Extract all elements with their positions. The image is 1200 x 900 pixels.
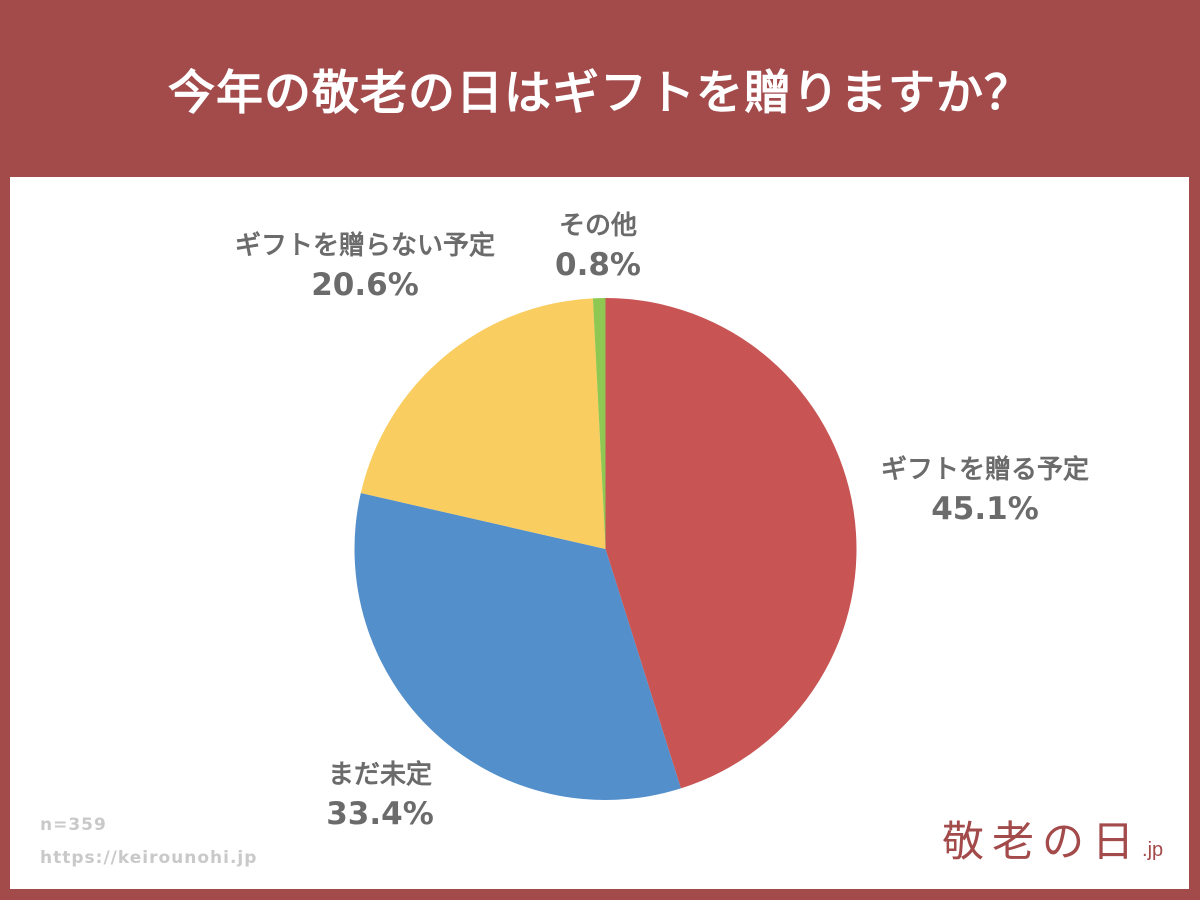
label-name: その他: [558, 211, 637, 241]
logo-tld: .jp: [1142, 839, 1164, 861]
pie-slice: [360, 298, 606, 549]
label-percent: 45.1%: [931, 491, 1039, 527]
label-no-gift: ギフトを贈らない予定 20.6%: [210, 228, 520, 306]
logo-text: 敬老の日: [942, 817, 1143, 866]
pie-slice: [605, 298, 857, 789]
chart-title: 今年の敬老の日はギフトを贈りますか？: [168, 66, 1032, 121]
label-percent: 0.8%: [555, 247, 641, 283]
label-percent: 33.4%: [326, 796, 434, 832]
source-url: https://keirounohi.jp: [40, 848, 258, 868]
sample-size: n=359: [40, 815, 107, 835]
site-logo: 敬老の日.jp: [942, 808, 1163, 869]
label-undecided: まだ未定 33.4%: [290, 757, 470, 835]
label-name: ギフトを贈らない予定: [234, 231, 495, 261]
label-other: その他 0.8%: [538, 208, 658, 286]
label-name: ギフトを贈る予定: [880, 455, 1089, 485]
label-name: まだ未定: [327, 760, 432, 790]
label-gift-planned: ギフトを贈る予定 45.1%: [860, 452, 1110, 530]
pie-slice: [592, 298, 606, 549]
pie-slices: [354, 298, 857, 800]
pie-slice: [354, 493, 681, 800]
label-percent: 20.6%: [311, 267, 419, 303]
